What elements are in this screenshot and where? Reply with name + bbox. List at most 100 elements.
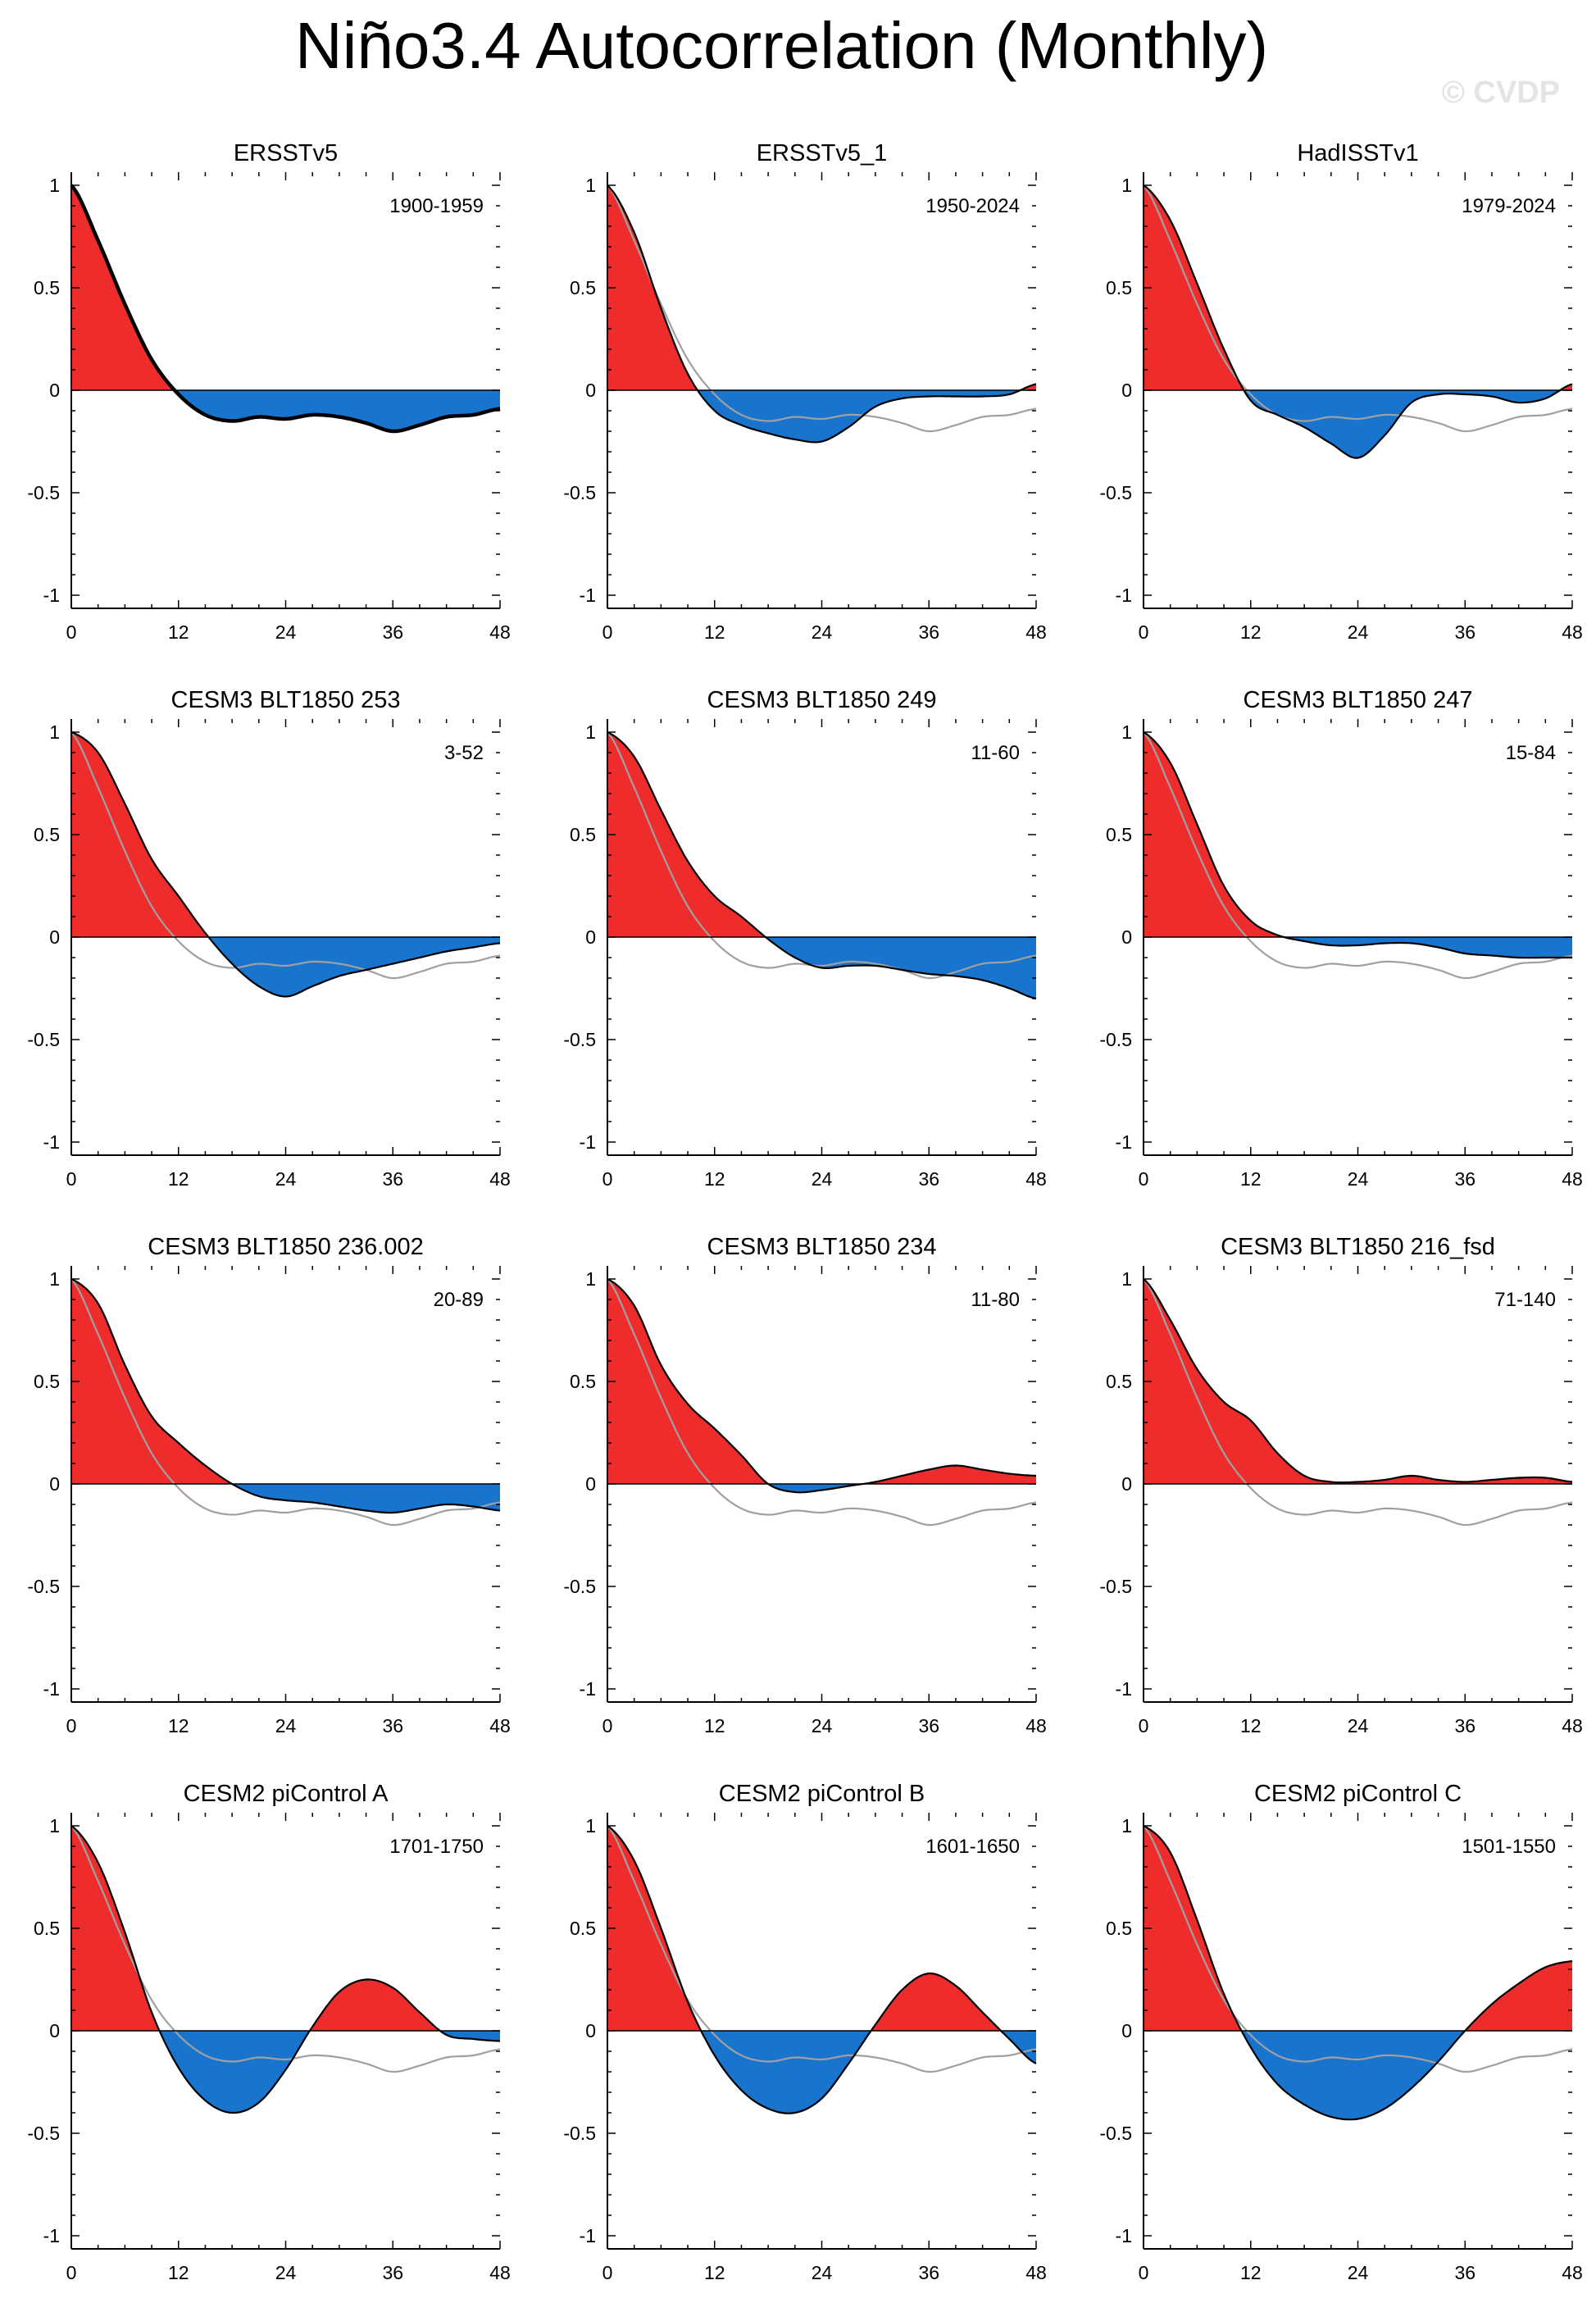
x-tick-label: 36 (918, 621, 939, 643)
y-tick-label: 0 (1121, 380, 1132, 401)
x-tick-label: 24 (1348, 621, 1369, 643)
positive-area (1144, 732, 1572, 937)
positive-area (71, 1279, 500, 1484)
y-tick-label: -0.5 (563, 2123, 596, 2144)
x-tick-label: 12 (704, 2262, 725, 2283)
positive-area (607, 185, 1036, 390)
panel-title: CESM3 BLT1850 253 (171, 687, 401, 713)
x-tick-label: 12 (1240, 2262, 1262, 2283)
x-tick-label: 48 (1562, 1715, 1583, 1736)
y-tick-label: 0 (585, 2020, 596, 2041)
x-tick-label: 12 (168, 2262, 189, 2283)
panel-2: ERSSTv5_1 1950-2024 1 0.5 0 -0.5 -1 0 12 24 36 48 (563, 140, 1046, 643)
y-tick-label: -1 (580, 2225, 596, 2246)
panel-period: 1979-2024 (1462, 195, 1556, 217)
x-tick-label: 0 (602, 2262, 613, 2283)
x-tick-label: 48 (489, 2262, 511, 2283)
y-tick-label: -1 (43, 1131, 60, 1153)
x-tick-label: 36 (1454, 621, 1476, 643)
panel-title: CESM2 piControl B (719, 1781, 925, 1807)
panel-period: 1701-1750 (389, 1836, 484, 1858)
panel-period: 15-84 (1506, 742, 1556, 764)
x-tick-label: 0 (1139, 1168, 1149, 1190)
negative-area (1144, 937, 1572, 958)
x-tick-label: 36 (918, 1715, 939, 1736)
y-tick-label: 1 (49, 1815, 60, 1836)
panel-period: 20-89 (434, 1289, 484, 1311)
y-tick-label: -1 (580, 585, 596, 606)
positive-area (71, 1826, 500, 2031)
panel-title: CESM3 BLT1850 236.002 (148, 1234, 423, 1260)
y-tick-label: -1 (580, 1131, 596, 1153)
y-tick-label: 0 (1121, 2020, 1132, 2041)
page-title: Niño3.4 Autocorrelation (Monthly) (294, 9, 1269, 82)
autocorrelation-line (1143, 731, 1572, 959)
y-tick-label: 1 (49, 175, 60, 196)
x-tick-label: 48 (1562, 621, 1583, 643)
x-tick-label: 24 (812, 1715, 833, 1736)
x-tick-label: 0 (1139, 1715, 1149, 1736)
x-tick-label: 36 (1454, 2262, 1476, 2283)
panel-1: ERSSTv5 1900-1959 1 0.5 0 -0.5 -1 0 12 24 36 48 (27, 140, 510, 643)
autocorrelation-line (607, 1825, 1037, 2114)
y-tick-label: 1 (49, 1268, 60, 1290)
positive-area (607, 1826, 1036, 2031)
y-tick-label: -1 (43, 2225, 60, 2246)
watermark: © CVDP (1441, 75, 1560, 110)
reference-line (1143, 1278, 1573, 1527)
y-tick-label: 1 (585, 175, 596, 196)
negative-area (607, 1484, 1036, 1493)
positive-area (71, 185, 500, 390)
x-tick-label: 12 (704, 1168, 725, 1190)
x-tick-label: 0 (602, 1168, 613, 1190)
x-tick-label: 24 (1348, 1168, 1369, 1190)
reference-line (607, 731, 1037, 980)
y-tick-label: 0.5 (570, 1371, 596, 1392)
x-tick-label: 36 (382, 1168, 403, 1190)
positive-area (1144, 1826, 1572, 2031)
x-tick-label: 0 (66, 621, 77, 643)
reference-line (70, 1278, 501, 1527)
x-tick-label: 36 (918, 1168, 939, 1190)
panel-title: CESM3 BLT1850 249 (707, 687, 937, 713)
reference-line (70, 731, 501, 980)
y-tick-label: 0 (1121, 926, 1132, 948)
y-tick-label: -0.5 (563, 1029, 596, 1050)
positive-area (1144, 1279, 1572, 1484)
y-tick-label: 0 (49, 926, 60, 948)
y-tick-label: 0 (585, 1473, 596, 1495)
autocorrelation-line (607, 1278, 1037, 1494)
panel-10: CESM2 piControl A 1701-1750 1 0.5 0 -0.5 -1 0 12… (27, 1781, 510, 2283)
autocorrelation-line (607, 731, 1037, 1000)
x-tick-label: 36 (918, 2262, 939, 2283)
x-tick-label: 12 (1240, 1168, 1262, 1190)
x-tick-label: 24 (1348, 1715, 1369, 1736)
negative-area (607, 390, 1036, 443)
x-tick-label: 48 (489, 1715, 511, 1736)
y-tick-label: 1 (585, 1268, 596, 1290)
y-tick-label: 0.5 (1106, 277, 1132, 298)
reference-line (607, 1278, 1037, 1527)
y-tick-label: 1 (585, 721, 596, 743)
reference-line (1143, 731, 1573, 980)
negative-area (71, 937, 500, 997)
y-tick-label: 0.5 (34, 277, 60, 298)
y-tick-label: 0.5 (1106, 1918, 1132, 1939)
negative-area (607, 2031, 1036, 2114)
y-tick-label: 0 (585, 380, 596, 401)
reference-line (607, 184, 1037, 433)
panel-3: HadISSTv1 1979-2024 1 0.5 0 -0.5 -1 0 12 24 36 48 (1099, 140, 1582, 643)
x-tick-label: 48 (1025, 621, 1047, 643)
x-tick-label: 0 (66, 1715, 77, 1736)
reference-line (70, 1825, 501, 2073)
y-tick-label: 0.5 (570, 1918, 596, 1939)
x-tick-label: 12 (168, 1715, 189, 1736)
y-tick-label: 0 (49, 1473, 60, 1495)
y-tick-label: -0.5 (1099, 482, 1132, 503)
panel-5: CESM3 BLT1850 249 11-60 1 0.5 0 -0.5 -1 0 12 24 36… (563, 687, 1046, 1190)
y-tick-label: -1 (580, 1678, 596, 1700)
y-tick-label: 1 (1121, 721, 1132, 743)
panel-title: CESM2 piControl C (1254, 1781, 1462, 1807)
x-tick-label: 12 (704, 1715, 725, 1736)
